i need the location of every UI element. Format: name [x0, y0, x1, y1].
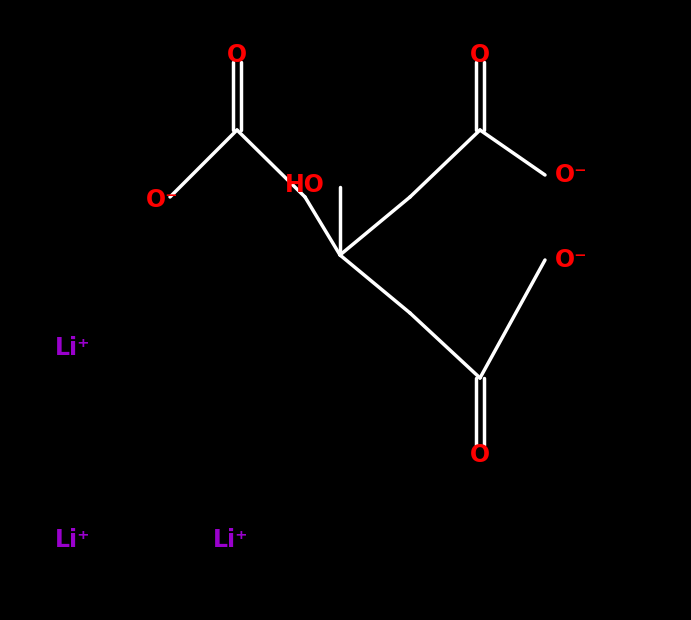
Text: Li⁺: Li⁺ [213, 528, 249, 552]
Text: O⁻: O⁻ [555, 248, 587, 272]
Text: Li⁺: Li⁺ [55, 336, 91, 360]
Text: O⁻: O⁻ [555, 163, 587, 187]
Text: O: O [227, 43, 247, 67]
Text: HO: HO [285, 173, 325, 197]
Text: O: O [470, 443, 490, 467]
Text: O⁻: O⁻ [146, 188, 178, 212]
Text: O: O [470, 43, 490, 67]
Text: Li⁺: Li⁺ [55, 528, 91, 552]
